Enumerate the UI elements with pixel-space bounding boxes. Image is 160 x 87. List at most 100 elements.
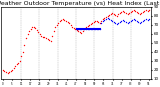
Point: [72, 28, 75, 29]
Point: [134, 11, 136, 12]
Point: [40, 35, 43, 36]
Point: [122, 11, 124, 12]
Point: [106, 15, 109, 16]
Point: [39, 33, 41, 34]
Point: [71, 26, 73, 27]
Point: [37, 31, 40, 33]
Point: [91, 22, 93, 24]
Point: [126, 22, 129, 24]
Point: [57, 22, 60, 24]
Point: [23, 44, 26, 45]
Point: [3, 70, 6, 71]
Point: [117, 22, 120, 24]
Point: [89, 29, 92, 30]
Point: [46, 39, 49, 40]
Point: [69, 24, 72, 25]
Point: [6, 72, 9, 73]
Point: [86, 25, 89, 26]
Point: [59, 21, 61, 22]
Point: [137, 21, 140, 23]
Point: [112, 21, 115, 23]
Point: [111, 12, 113, 14]
Point: [105, 16, 107, 17]
Point: [79, 31, 81, 33]
Point: [139, 22, 141, 24]
Point: [65, 21, 67, 22]
Point: [56, 24, 58, 25]
Point: [88, 24, 90, 25]
Point: [142, 11, 144, 13]
Point: [102, 21, 104, 22]
Point: [122, 20, 124, 21]
Point: [76, 29, 78, 31]
Point: [80, 29, 83, 30]
Point: [136, 11, 138, 13]
Point: [146, 20, 149, 21]
Point: [91, 29, 93, 30]
Point: [131, 20, 133, 21]
Point: [43, 37, 46, 38]
Point: [145, 19, 147, 20]
Point: [9, 70, 12, 71]
Point: [89, 23, 92, 25]
Point: [132, 10, 135, 11]
Point: [20, 56, 23, 57]
Point: [32, 26, 35, 27]
Point: [34, 28, 36, 29]
Point: [49, 40, 52, 42]
Point: [114, 22, 116, 24]
Point: [96, 29, 98, 30]
Point: [16, 64, 18, 65]
Point: [11, 69, 13, 71]
Point: [108, 14, 110, 16]
Point: [82, 30, 84, 32]
Point: [94, 21, 96, 22]
Point: [102, 19, 104, 20]
Title: Milwaukee Weather Outdoor Temperature (vs) Heat Index (Last 24 Hours): Milwaukee Weather Outdoor Temperature (v…: [0, 1, 160, 6]
Point: [29, 29, 32, 30]
Point: [112, 13, 115, 15]
Point: [100, 21, 103, 22]
Point: [36, 29, 38, 31]
Point: [116, 23, 118, 25]
Point: [146, 11, 149, 12]
Point: [79, 29, 81, 30]
Point: [2, 69, 4, 71]
Point: [5, 71, 7, 72]
Point: [97, 21, 100, 23]
Point: [134, 20, 136, 21]
Point: [76, 29, 78, 30]
Point: [100, 22, 103, 24]
Point: [119, 21, 121, 23]
Point: [86, 29, 89, 30]
Point: [109, 20, 112, 21]
Point: [140, 12, 143, 14]
Point: [42, 36, 44, 37]
Point: [142, 21, 144, 22]
Point: [120, 21, 123, 22]
Point: [126, 13, 129, 15]
Point: [143, 11, 146, 12]
Point: [77, 29, 80, 30]
Point: [148, 10, 150, 11]
Point: [80, 32, 83, 34]
Point: [19, 60, 21, 62]
Point: [103, 20, 106, 21]
Point: [120, 11, 123, 13]
Point: [108, 19, 110, 20]
Point: [128, 21, 130, 23]
Point: [128, 12, 130, 14]
Point: [77, 30, 80, 32]
Point: [129, 11, 132, 13]
Point: [52, 30, 55, 32]
Point: [129, 21, 132, 22]
Point: [109, 13, 112, 15]
Point: [119, 12, 121, 14]
Point: [131, 11, 133, 12]
Point: [51, 35, 53, 36]
Point: [31, 27, 33, 28]
Point: [97, 29, 100, 30]
Point: [123, 21, 126, 22]
Point: [45, 38, 47, 39]
Point: [143, 20, 146, 21]
